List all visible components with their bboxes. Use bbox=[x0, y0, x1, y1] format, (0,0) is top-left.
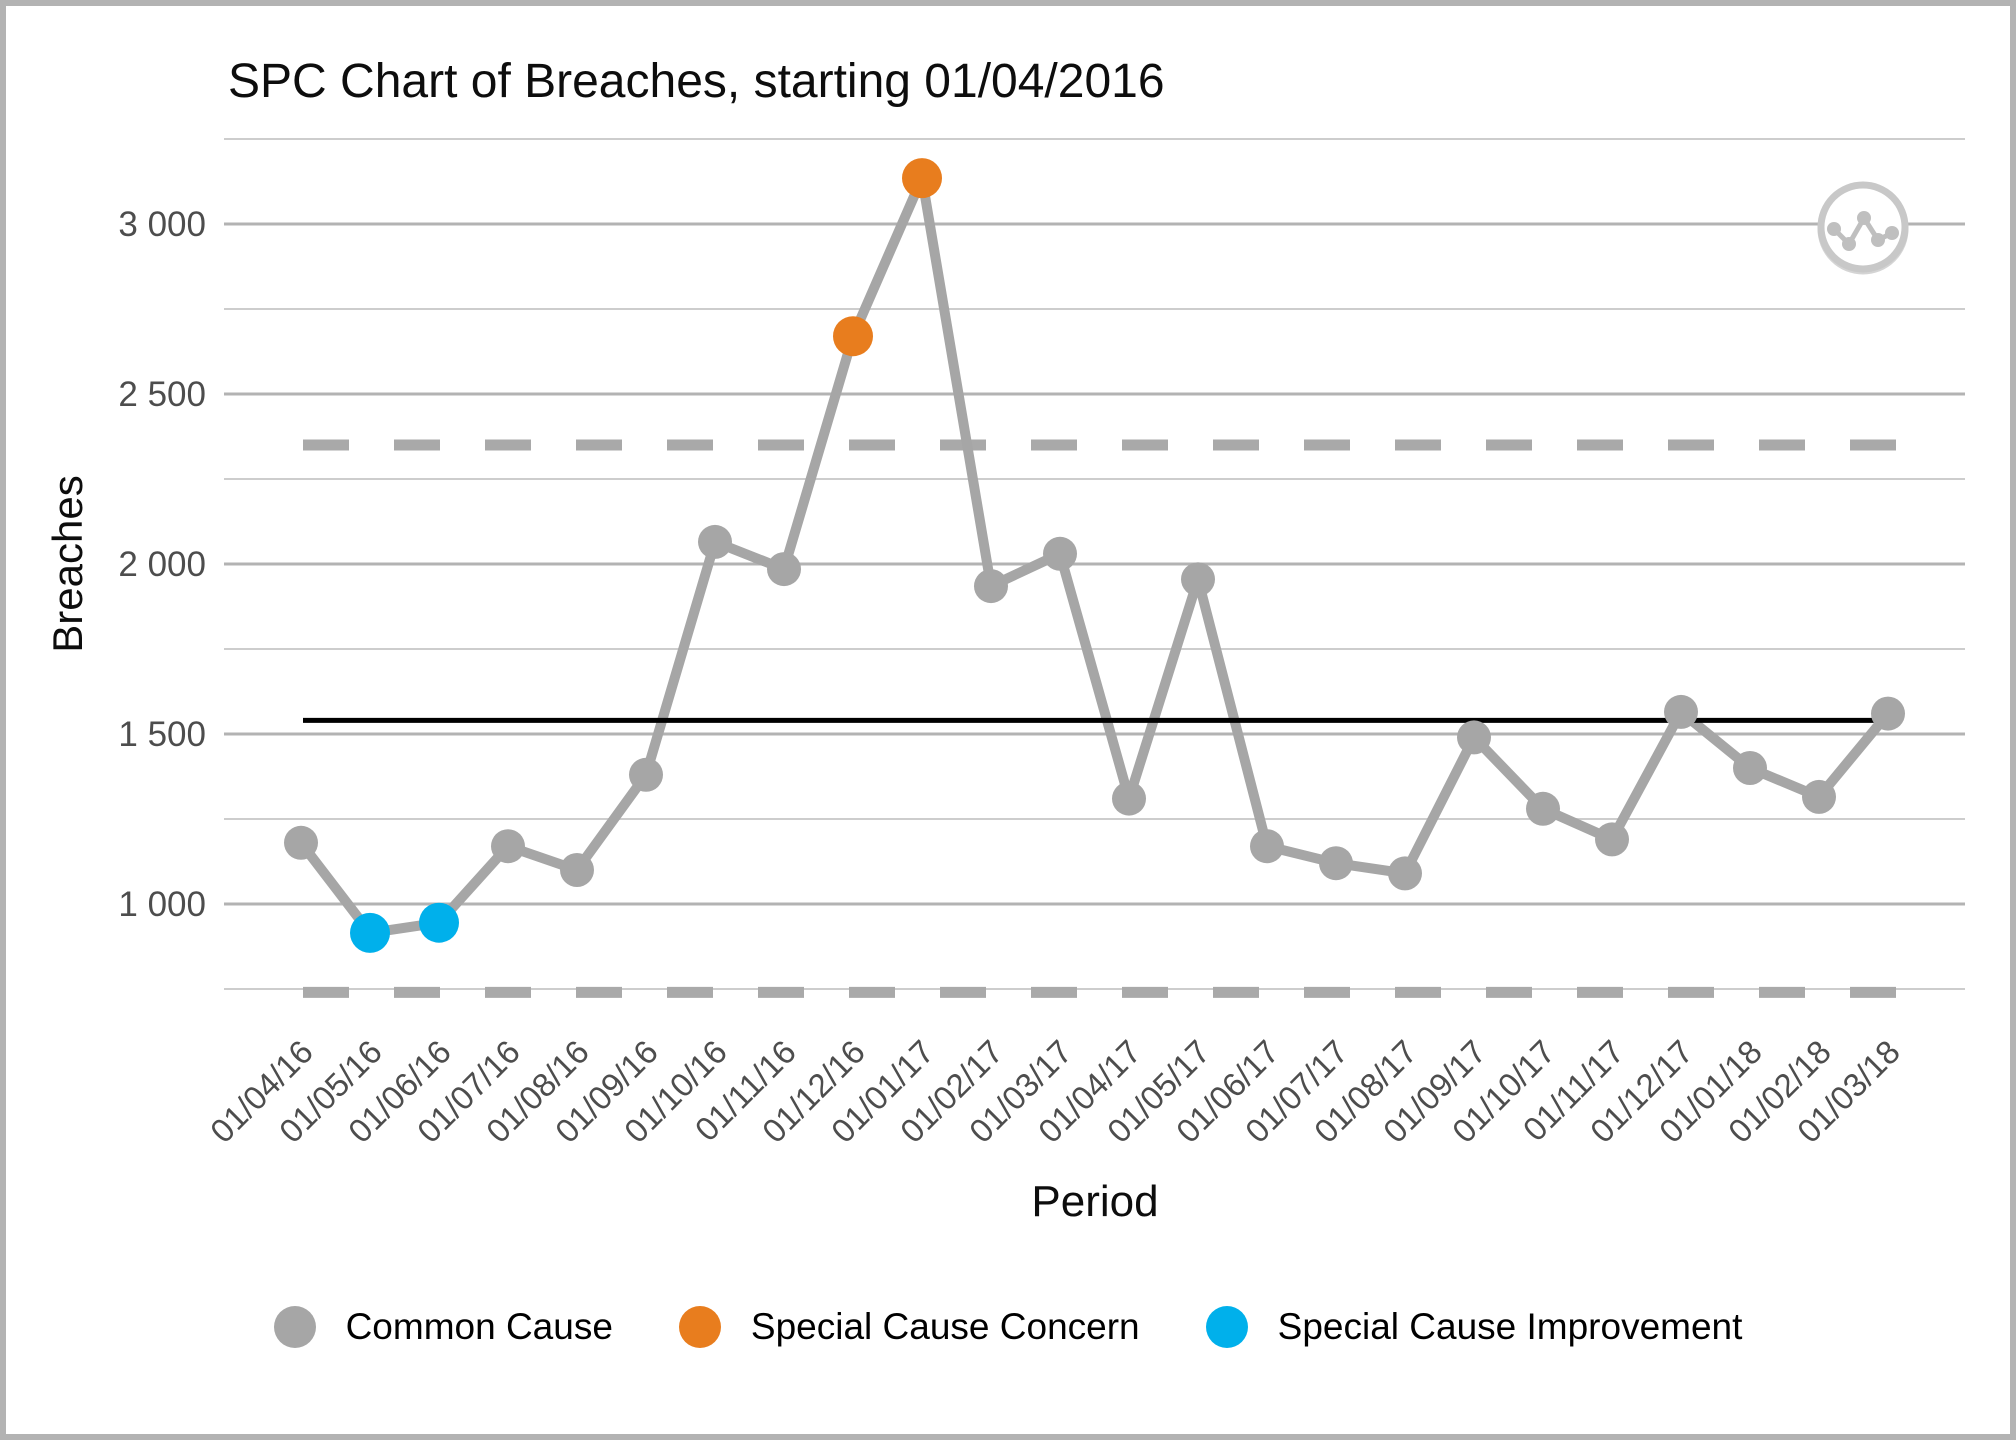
data-point-common bbox=[698, 524, 732, 559]
data-point-common bbox=[1388, 856, 1422, 891]
run-chart-icon bbox=[1817, 181, 1909, 275]
data-point-common bbox=[560, 853, 594, 887]
legend-label-common: Common Cause bbox=[345, 1306, 613, 1347]
y-tick-label: 2 000 bbox=[118, 545, 206, 584]
legend-item-common: Common Cause bbox=[273, 1306, 613, 1348]
improvement-dot-icon bbox=[1205, 1306, 1248, 1348]
y-tick-label: 1 000 bbox=[118, 885, 206, 924]
chart-title: SPC Chart of Breaches, starting 01/04/20… bbox=[228, 55, 1165, 108]
data-point-concern bbox=[833, 316, 873, 357]
data-point-common bbox=[284, 825, 318, 860]
data-point-common bbox=[1802, 779, 1836, 814]
legend: Common Cause Special Cause Concern Special… bbox=[6, 1306, 2010, 1348]
data-point-common bbox=[1043, 536, 1077, 571]
data-point-common bbox=[1112, 781, 1146, 816]
data-point-concern bbox=[902, 158, 942, 199]
data-point-improvement bbox=[350, 912, 390, 953]
concern-dot-icon bbox=[678, 1306, 721, 1348]
legend-item-improvement: Special Cause Improvement bbox=[1205, 1306, 1743, 1348]
data-point-common bbox=[1457, 720, 1491, 755]
data-point-common bbox=[1319, 846, 1353, 881]
common-dot-icon bbox=[273, 1306, 316, 1348]
y-tick-label: 2 500 bbox=[118, 375, 206, 414]
data-point-improvement bbox=[419, 902, 459, 943]
data-point-common bbox=[1250, 829, 1284, 864]
legend-label-improvement: Special Cause Improvement bbox=[1277, 1306, 1743, 1347]
data-point-common bbox=[1871, 696, 1905, 731]
data-point-common bbox=[1733, 751, 1767, 785]
data-point-common bbox=[1181, 562, 1215, 597]
data-point-common bbox=[767, 552, 801, 587]
data-point-common bbox=[1595, 822, 1629, 857]
x-axis-title: Period bbox=[1031, 1177, 1159, 1226]
legend-label-concern: Special Cause Concern bbox=[750, 1306, 1140, 1347]
data-point-common bbox=[1526, 791, 1560, 826]
legend-item-concern: Special Cause Concern bbox=[678, 1306, 1140, 1348]
y-tick-label: 1 500 bbox=[118, 715, 206, 754]
data-point-common bbox=[629, 757, 663, 792]
data-point-common bbox=[1664, 694, 1698, 729]
data-point-common bbox=[491, 829, 525, 864]
data-point-common bbox=[974, 569, 1008, 604]
y-tick-label: 3 000 bbox=[118, 205, 206, 244]
